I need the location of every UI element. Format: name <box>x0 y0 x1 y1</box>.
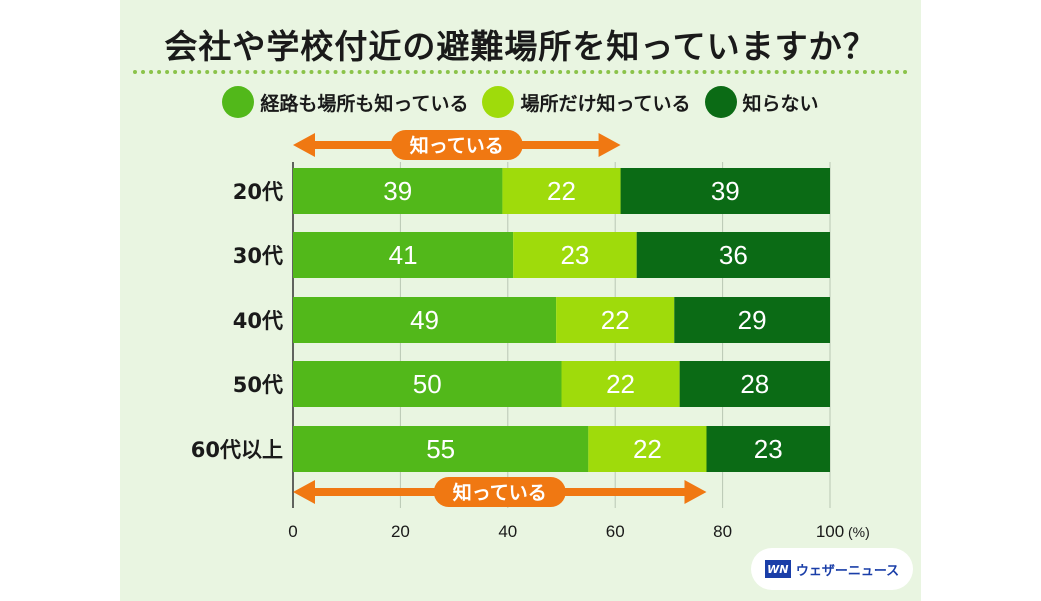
bar-0-series-2 <box>620 168 830 214</box>
data-label-3-2: 28 <box>740 369 769 399</box>
x-tick-label-3: 60 <box>606 522 625 541</box>
x-tick-label-4: 80 <box>713 522 732 541</box>
bar-1-series-2 <box>636 232 830 278</box>
legend-label-unknown: 知らない <box>742 92 819 115</box>
bar-2-series-0 <box>293 297 557 343</box>
data-label-3-1: 22 <box>606 369 635 399</box>
x-tick-label-2: 40 <box>498 522 517 541</box>
data-label-2-2: 29 <box>738 305 767 335</box>
legend-label-place-only: 場所だけ知っている <box>520 92 691 115</box>
bar-3-series-0 <box>293 361 562 407</box>
legend-swatch-route-and-place <box>222 86 255 118</box>
bar-3-series-2 <box>679 361 830 407</box>
data-label-4-1: 22 <box>633 434 662 464</box>
x-unit-label: (%) <box>848 524 870 540</box>
bar-0-series-1 <box>502 168 621 214</box>
weathernews-logo: WN ウェザーニュース <box>751 548 913 590</box>
arrow-label-0: 知っている <box>410 134 504 157</box>
bar-3-series-1 <box>561 361 680 407</box>
data-label-4-0: 55 <box>426 434 455 464</box>
category-label-1: 30代 <box>233 244 283 268</box>
category-label-0: 20代 <box>233 180 283 204</box>
category-label-3: 50代 <box>233 373 283 397</box>
logo-mark: WN <box>764 560 791 578</box>
arrow-label-pill-1 <box>433 477 566 507</box>
bar-0-series-0 <box>293 168 503 214</box>
legend-item-route-and-place: 経路も場所も知っている <box>222 86 468 118</box>
category-label-2: 40代 <box>233 309 283 333</box>
data-label-4-2: 23 <box>754 434 783 464</box>
arrow-label-1: 知っている <box>453 481 547 504</box>
data-label-0-0: 39 <box>383 176 412 206</box>
bar-1-series-1 <box>513 232 637 278</box>
data-label-0-1: 22 <box>547 176 576 206</box>
data-label-1-1: 23 <box>560 240 589 270</box>
legend-item-place-only: 場所だけ知っている <box>482 86 691 118</box>
legend-swatch-unknown <box>704 86 737 118</box>
data-label-0-2: 39 <box>711 176 740 206</box>
bar-2-series-2 <box>674 297 830 343</box>
data-label-2-0: 49 <box>410 305 439 335</box>
bar-4-series-1 <box>588 426 707 472</box>
bar-4-series-2 <box>706 426 830 472</box>
data-label-1-2: 36 <box>719 240 748 270</box>
legend-item-unknown: 知らない <box>704 86 819 118</box>
data-label-2-1: 22 <box>601 305 630 335</box>
arrow-label-pill-0 <box>390 130 523 160</box>
x-tick-label-5: 100 <box>816 522 844 541</box>
data-label-1-0: 41 <box>389 240 418 270</box>
x-tick-label-0: 0 <box>288 522 297 541</box>
legend-label-route-and-place: 経路も場所も知っている <box>260 92 469 115</box>
chart-title: 会社や学校付近の避難場所を知っていますか？ <box>164 27 877 66</box>
x-tick-label-1: 20 <box>391 522 410 541</box>
legend-swatch-place-only <box>482 86 515 118</box>
logo-text: ウェザーニュース <box>795 563 900 579</box>
bar-2-series-1 <box>556 297 675 343</box>
bar-4-series-0 <box>293 426 589 472</box>
bar-1-series-0 <box>293 232 514 278</box>
legend: 経路も場所も知っている 場所だけ知っている 知らない <box>120 86 921 118</box>
data-label-3-0: 50 <box>413 369 442 399</box>
category-label-4: 60代以上 <box>191 438 283 462</box>
dotted-divider <box>133 70 908 74</box>
